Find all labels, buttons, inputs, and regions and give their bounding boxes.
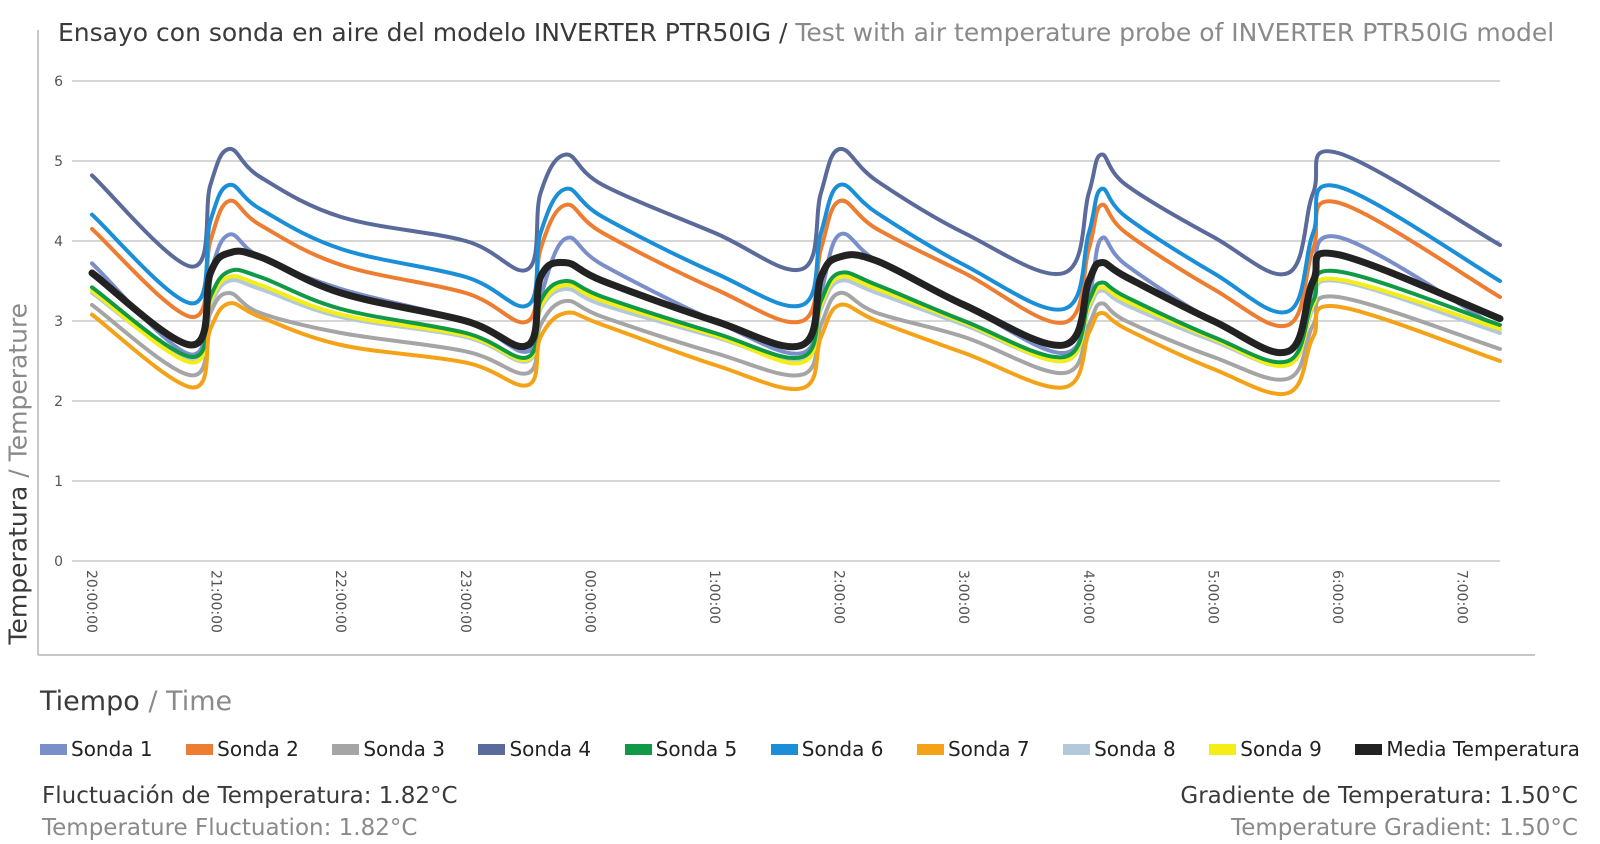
y-axis-label-en: Temperature	[3, 302, 33, 462]
legend-swatch	[624, 743, 652, 755]
series-lines	[88, 146, 1504, 397]
x-tick-label: 21:00:00	[208, 570, 224, 633]
series-line-sonda-6	[90, 182, 1502, 315]
legend-item-sonda-4: Sonda 4	[478, 737, 591, 761]
x-tick-label: 2:00:00	[831, 570, 847, 624]
legend-swatch	[916, 743, 944, 755]
legend-swatch	[40, 743, 67, 755]
y-tick-label: 3	[54, 314, 63, 330]
fluctuation-es: Fluctuación de Temperatura: 1.82°C	[42, 783, 458, 809]
x-tick-label: 3:00:00	[955, 570, 971, 624]
legend-label: Sonda 5	[655, 737, 738, 761]
y-tick-label: 0	[54, 554, 63, 570]
gradient-es: Gradiente de Temperatura: 1.50°C	[1180, 783, 1578, 809]
legend-label: Sonda 1	[71, 737, 153, 761]
legend-swatch	[1355, 743, 1383, 755]
y-axis-label-separator: /	[3, 469, 33, 478]
x-tick-label: 4:00:00	[1080, 570, 1096, 624]
grid	[72, 80, 1500, 562]
gradient-stat: Gradiente de Temperatura: 1.50°C Tempera…	[1180, 780, 1578, 844]
legend-item-sonda-6: Sonda 6	[770, 737, 884, 761]
y-tick-label: 5	[54, 154, 63, 170]
legend: Sonda 1 Sonda 2 Sonda 3 Sonda 4 Sonda 5 Sonda…	[40, 737, 1580, 761]
y-tick-label: 6	[54, 74, 63, 90]
series-line-sonda-5	[90, 267, 1502, 365]
legend-item-sonda-9: Sonda 9	[1209, 737, 1322, 761]
x-tick-labels: 20:00:00 21:00:00 22:00:00 23:00:00 00:00:00…	[83, 570, 1470, 633]
x-tick-label: 7:00:00	[1454, 570, 1470, 624]
y-axis-label-es: Temperatura	[3, 485, 33, 645]
legend-swatch	[332, 743, 360, 755]
series-line-sonda-7	[90, 301, 1502, 397]
y-tick-label: 1	[54, 474, 63, 490]
series-line-sonda-4	[90, 146, 1502, 277]
axes	[37, 30, 1535, 656]
chart-title-es: Ensayo con sonda en aire del modelo INVE…	[58, 18, 772, 47]
legend-item-sonda-7: Sonda 7	[916, 737, 1030, 761]
y-tick-labels: 0 1 2 3 4 5 6	[54, 74, 63, 570]
x-tick-label: 1:00:00	[706, 570, 722, 624]
legend-label: Sonda 3	[363, 737, 445, 761]
legend-item-media-temperatura: Media Temperatura	[1355, 737, 1580, 761]
series-line-media-temperatura	[88, 247, 1504, 357]
legend-swatch	[478, 743, 506, 755]
legend-label: Sonda 7	[947, 737, 1030, 761]
legend-item-sonda-3: Sonda 3	[332, 737, 445, 761]
fluctuation-en: Temperature Fluctuation: 1.82°C	[42, 815, 418, 841]
legend-label: Media Temperatura	[1386, 737, 1580, 761]
chart-title-en: Test with air temperature probe of INVER…	[795, 18, 1555, 47]
x-axis-label: Tiempo / Time	[40, 686, 232, 717]
x-tick-label: 23:00:00	[457, 570, 473, 633]
chart-title-separator: /	[779, 18, 788, 47]
fluctuation-stat: Fluctuación de Temperatura: 1.82°C Tempe…	[42, 780, 458, 844]
legend-swatch	[186, 743, 214, 755]
legend-label: Sonda 9	[1240, 737, 1322, 761]
legend-item-sonda-2: Sonda 2	[186, 737, 299, 761]
legend-label: Sonda 4	[509, 737, 592, 761]
x-axis-label-es: Tiempo	[40, 686, 140, 717]
legend-swatch	[770, 743, 798, 755]
legend-label: Sonda 2	[217, 737, 299, 761]
legend-label: Sonda 6	[801, 737, 884, 761]
x-tick-label: 6:00:00	[1329, 570, 1345, 624]
y-axis-label: Temperatura / Temperature	[3, 302, 33, 645]
legend-label: Sonda 8	[1094, 737, 1176, 761]
chart-title: Ensayo con sonda en aire del modelo INVE…	[58, 18, 1554, 47]
y-tick-label: 4	[54, 234, 63, 250]
legend-item-sonda-1: Sonda 1	[40, 737, 153, 761]
legend-swatch	[1063, 743, 1091, 755]
legend-swatch	[1209, 743, 1237, 755]
x-axis-label-separator: /	[148, 686, 158, 717]
x-tick-label: 20:00:00	[83, 570, 99, 633]
gradient-en: Temperature Gradient: 1.50°C	[1231, 815, 1578, 841]
legend-item-sonda-5: Sonda 5	[624, 737, 738, 761]
x-tick-label: 00:00:00	[581, 570, 597, 633]
x-tick-label: 5:00:00	[1204, 570, 1220, 624]
x-axis-label-en: Time	[166, 686, 233, 717]
y-tick-label: 2	[54, 394, 63, 410]
x-tick-label: 22:00:00	[332, 570, 348, 633]
legend-item-sonda-8: Sonda 8	[1063, 737, 1176, 761]
